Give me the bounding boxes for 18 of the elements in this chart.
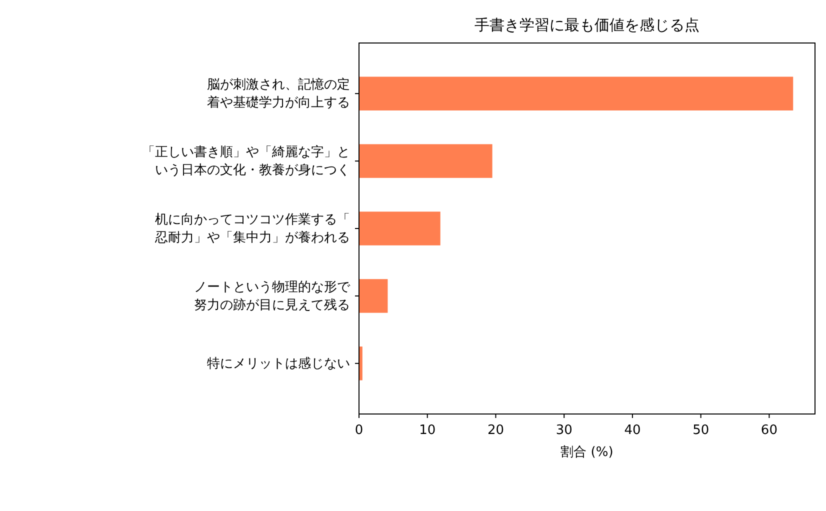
bar [359, 144, 492, 178]
y-tick-label: 机に向かってコツコツ作業する「忍耐力」や「集中力」が養われる [154, 212, 350, 245]
x-tick-label: 20 [487, 423, 504, 438]
y-tick-label: 脳が刺激され、記憶の定着や基礎学力が向上する [207, 77, 350, 110]
bar [359, 212, 440, 246]
x-tick-label: 30 [556, 423, 572, 438]
x-tick-label: 50 [692, 423, 710, 438]
y-tick-label: ノートという物理的な形で努力の跡が目に見えて残る [194, 279, 351, 312]
x-tick-label: 60 [760, 423, 778, 438]
bar [359, 76, 794, 110]
y-tick-label: 特にメリットは感じない [207, 356, 350, 371]
bar [359, 279, 388, 313]
y-tick-label: 「正しい書き順」や「綺麗な字」という日本の文化・教養が身につく [142, 144, 350, 178]
x-axis-title: 割合 (%) [560, 445, 614, 460]
chart-title: 手書き学習に最も価値を感じる点 [474, 16, 700, 34]
x-tick-label: 10 [419, 423, 436, 438]
x-tick-label: 0 [354, 423, 364, 438]
x-tick-label: 40 [624, 423, 641, 438]
